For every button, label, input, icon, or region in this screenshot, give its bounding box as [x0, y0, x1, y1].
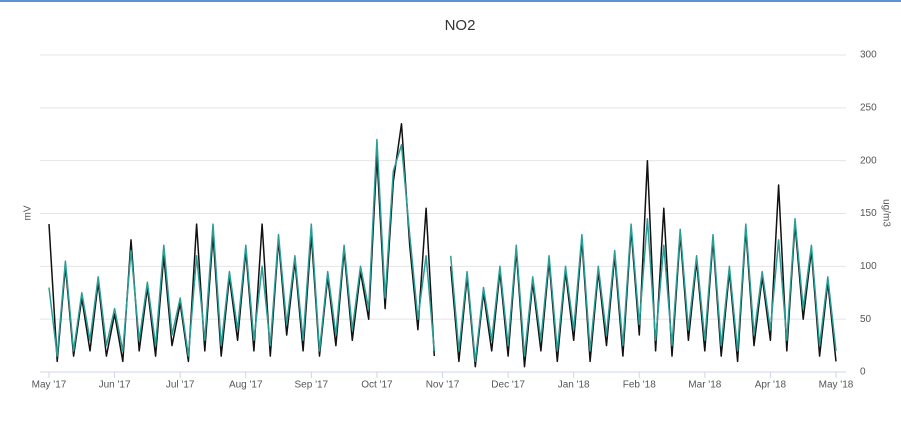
y2-tick-label: 50: [860, 314, 872, 325]
y2-axis-label: ug/m3: [880, 199, 891, 227]
x-tick-label: Apr '18: [755, 380, 787, 391]
y2-tick-label: 200: [860, 155, 877, 166]
y-axis-label: mV: [23, 205, 34, 220]
x-tick-label: Jun '17: [99, 380, 131, 391]
y2-tick-label: 0: [860, 367, 866, 378]
x-tick-label: Feb '18: [623, 380, 656, 391]
x-tick-label: Aug '17: [229, 380, 263, 391]
x-tick-label: Sep '17: [295, 380, 329, 391]
x-tick-label: Oct '17: [361, 380, 393, 391]
x-tick-label: May '18: [819, 380, 854, 391]
y2-tick-label: 100: [860, 261, 877, 272]
chart-title: NO2: [445, 17, 476, 34]
x-tick-label: Nov '17: [426, 380, 460, 391]
x-tick-label: Jan '18: [558, 380, 590, 391]
x-tick-label: Jul '17: [166, 380, 195, 391]
top-border: [0, 0, 901, 2]
y2-tick-label: 300: [860, 50, 877, 61]
x-tick-label: Mar '18: [688, 380, 721, 391]
series-line: [48, 138, 837, 363]
y2-tick-label: 150: [860, 208, 877, 219]
x-tick-label: May '17: [32, 380, 67, 391]
x-tick-label: Dec '17: [491, 380, 525, 391]
series-line: [48, 122, 837, 368]
y2-tick-label: 250: [860, 102, 877, 113]
